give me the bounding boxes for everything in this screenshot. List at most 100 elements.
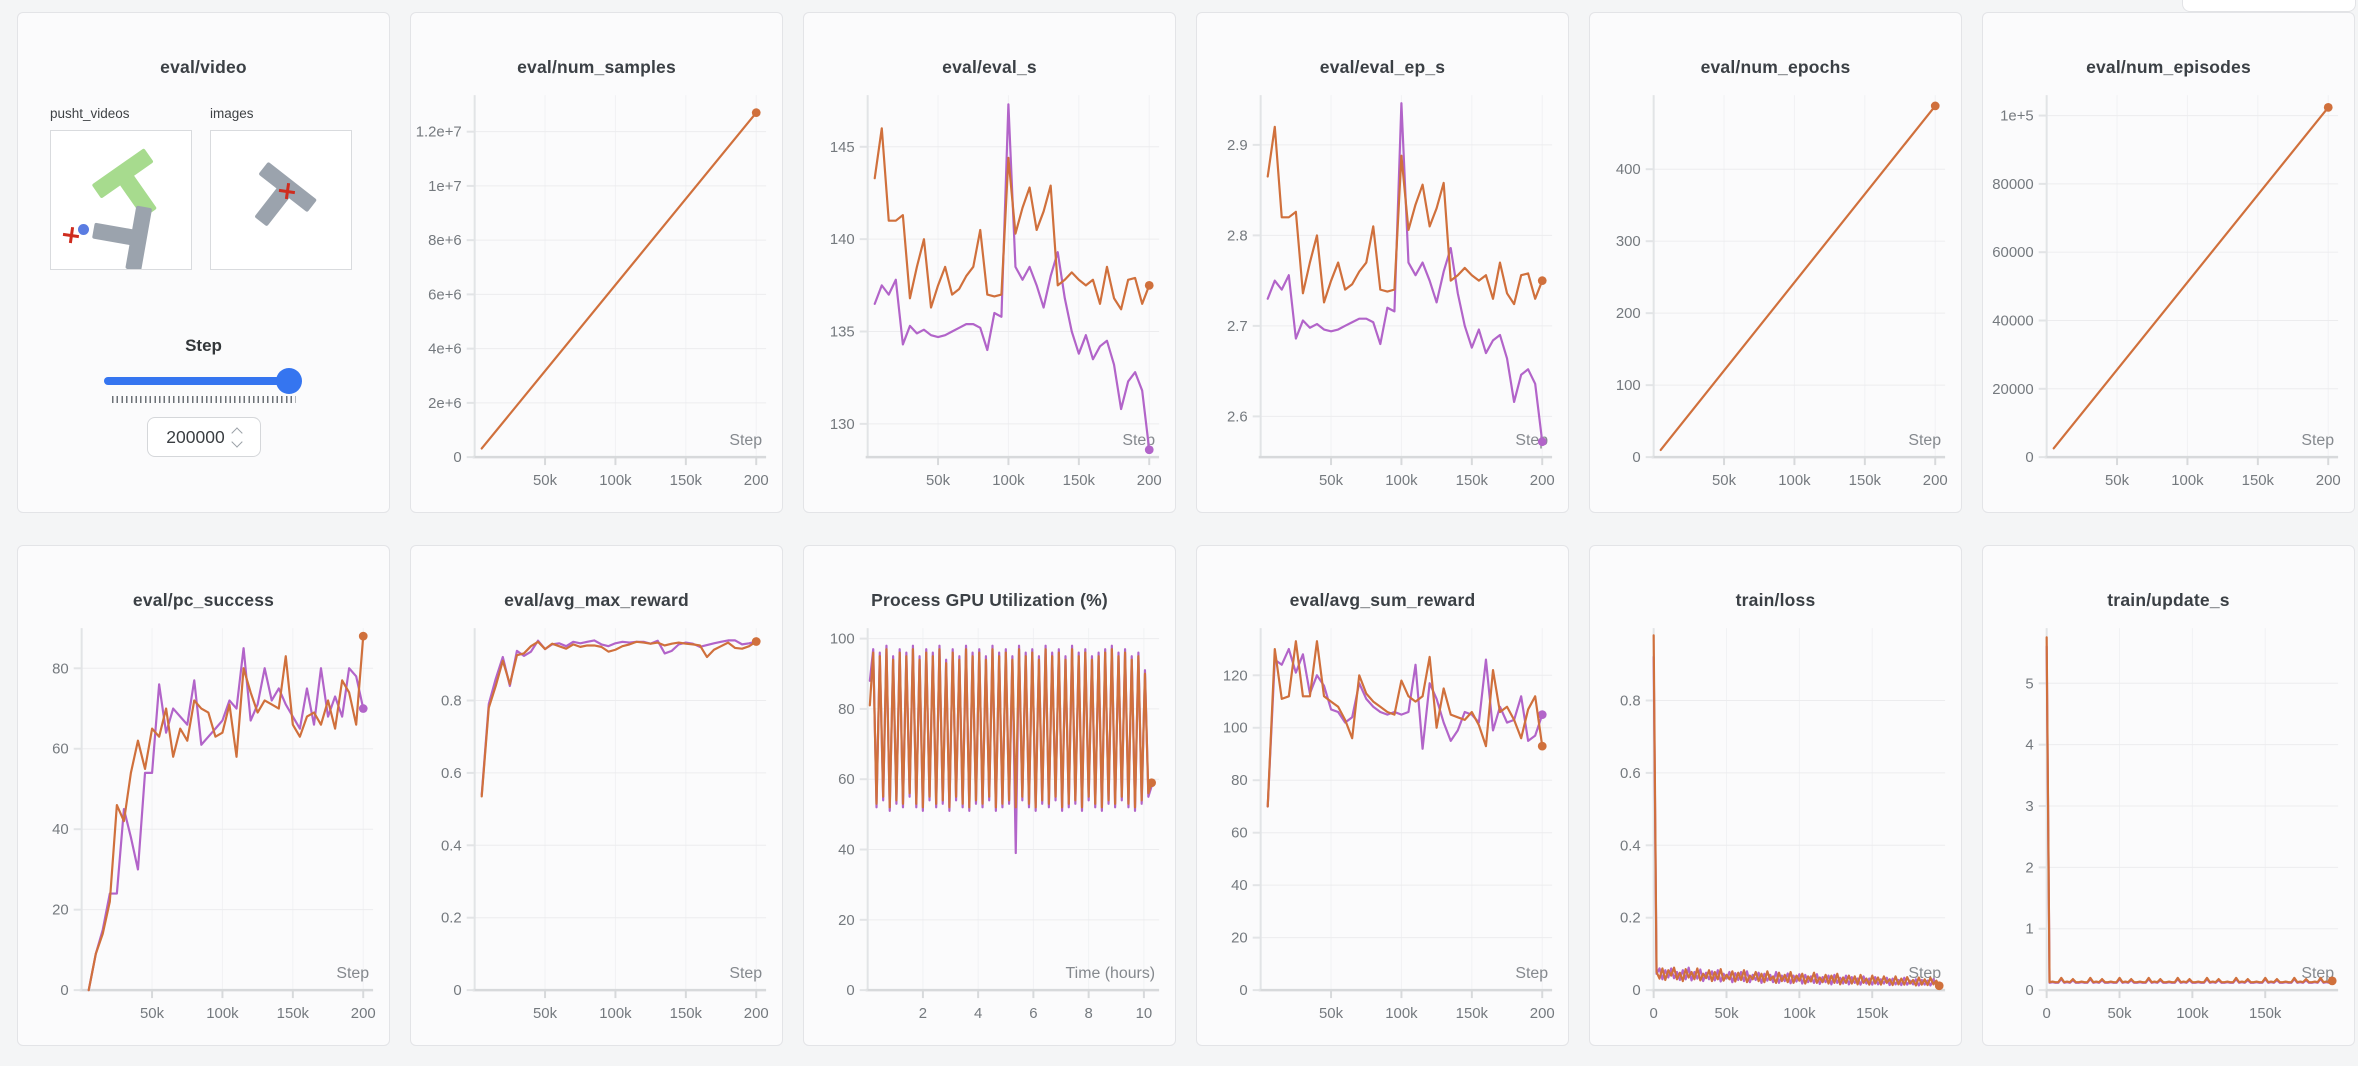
svg-text:200: 200 xyxy=(2316,473,2341,489)
series-line-run-orange xyxy=(480,640,758,798)
number-spinner[interactable] xyxy=(231,426,243,448)
panel-eval-video[interactable]: eval/video pusht_videos xyxy=(17,12,390,513)
svg-text:100k: 100k xyxy=(1778,473,1811,489)
panel-title: train/loss xyxy=(1735,590,1816,610)
panel-train-loss[interactable]: train/loss 0 0.2 0.4 0.6 0.8 0 50k 100k 150k Step xyxy=(1589,545,1962,1046)
svg-text:40: 40 xyxy=(52,822,69,838)
panel-eval-avg-sum-reward[interactable]: eval/avg_sum_reward 0 20 40 60 80 100 120 50k 100… xyxy=(1196,545,1569,1046)
media-item-images: images xyxy=(210,106,352,270)
target-cross-icon xyxy=(278,182,296,200)
series-endpoint-dot-run-orange xyxy=(1934,981,1944,991)
step-number-input[interactable]: 200000 xyxy=(146,417,261,457)
panel-eval-avg-max-reward[interactable]: eval/avg_max_reward 0 0.2 0.4 0.6 0.8 50k 100k 1… xyxy=(410,545,783,1046)
svg-text:100: 100 xyxy=(1223,721,1248,737)
chart-canvas[interactable]: 0 0.2 0.4 0.6 0.8 0 50k 100k 150k Step xyxy=(1590,617,1961,1037)
chart-canvas[interactable]: 0 20 40 60 80 100 120 50k 100k 150k 200 Step xyxy=(1197,617,1568,1037)
panel-eval-pc-success[interactable]: eval/pc_success 0 20 40 60 80 50k 100k 150k 200 St… xyxy=(17,545,390,1046)
chart-canvas[interactable]: 0 0.2 0.4 0.6 0.8 50k 100k 150k 200 Step xyxy=(411,617,782,1037)
panel-train-update-s[interactable]: train/update_s 0 1 2 3 4 5 0 50k 100k 150k Step xyxy=(1982,545,2355,1046)
svg-text:50k: 50k xyxy=(1714,1006,1739,1022)
svg-text:2e+6: 2e+6 xyxy=(428,396,462,412)
media-strip: pusht_videos images xyxy=(18,106,389,270)
svg-text:Step: Step xyxy=(2301,965,2334,982)
svg-text:200: 200 xyxy=(1530,1006,1555,1022)
svg-text:2.8: 2.8 xyxy=(1227,228,1248,244)
svg-text:0: 0 xyxy=(453,983,461,999)
chart-canvas[interactable]: 0 20 40 60 80 50k 100k 150k 200 Step xyxy=(18,617,389,1037)
svg-text:1: 1 xyxy=(2025,922,2033,938)
svg-text:Step: Step xyxy=(1515,965,1548,982)
spinner-down-icon[interactable] xyxy=(231,435,243,448)
panel-title: eval/pc_success xyxy=(132,590,275,610)
svg-text:3: 3 xyxy=(2025,799,2033,815)
svg-text:40: 40 xyxy=(838,842,855,858)
series-line-run-purple xyxy=(480,639,758,796)
svg-text:Step: Step xyxy=(1908,965,1941,982)
slider-track[interactable] xyxy=(103,377,296,385)
series-endpoint-dot-run-orange xyxy=(1144,280,1154,290)
svg-text:4: 4 xyxy=(974,1006,982,1022)
svg-text:50k: 50k xyxy=(2105,473,2130,489)
media-item-pusht-videos: pusht_videos xyxy=(50,106,192,270)
slider-thumb[interactable] xyxy=(275,368,302,394)
svg-text:20000: 20000 xyxy=(1992,382,2033,398)
step-slider[interactable] xyxy=(103,368,304,394)
svg-text:0: 0 xyxy=(60,983,68,999)
panel-eval-eval-s[interactable]: eval/eval_s 130 135 140 145 50k 100k 150k 200 Ste… xyxy=(803,12,1176,513)
series-line-run-orange xyxy=(2045,636,2334,984)
svg-text:4: 4 xyxy=(2025,738,2033,754)
series-line-run-orange xyxy=(1266,125,1544,306)
images-thumbnail[interactable] xyxy=(210,130,352,270)
top-right-popover xyxy=(2182,0,2356,12)
series-endpoint-dot-run-orange xyxy=(2323,103,2333,112)
svg-text:150k: 150k xyxy=(2242,473,2275,489)
svg-text:Step: Step xyxy=(729,432,762,449)
svg-text:150k: 150k xyxy=(670,1006,703,1022)
svg-text:10: 10 xyxy=(1136,1006,1153,1022)
series-line-run-orange xyxy=(87,635,365,992)
svg-text:100k: 100k xyxy=(2176,1006,2209,1022)
svg-text:150k: 150k xyxy=(2249,1006,2282,1022)
svg-text:150k: 150k xyxy=(1856,1006,1889,1022)
series-endpoint-dot-run-orange xyxy=(751,637,761,646)
svg-text:50k: 50k xyxy=(533,1006,558,1022)
chart-canvas[interactable]: 0 20 40 60 80 100 2 4 6 8 10 Time (hours) xyxy=(804,617,1175,1037)
svg-text:0.2: 0.2 xyxy=(1620,911,1641,927)
svg-text:0: 0 xyxy=(453,450,461,466)
panel-eval-eval-ep-s[interactable]: eval/eval_ep_s 2.6 2.7 2.8 2.9 50k 100k 150k 200… xyxy=(1196,12,1569,513)
panel-eval-num-episodes[interactable]: eval/num_episodes 0 20000 40000 60000 80000 1e… xyxy=(1982,12,2355,513)
svg-text:80000: 80000 xyxy=(1992,177,2033,193)
chart-canvas[interactable]: 0 1 2 3 4 5 0 50k 100k 150k Step xyxy=(1983,617,2354,1037)
series-endpoint-dot-run-orange xyxy=(2327,976,2337,986)
svg-text:2: 2 xyxy=(919,1006,927,1022)
chart-canvas[interactable]: 0 100 200 300 400 50k 100k 150k 200 Step xyxy=(1590,84,1961,504)
chart-canvas[interactable]: 0 2e+6 4e+6 6e+6 8e+6 1e+7 1.2e+7 50k 100k 150k 20… xyxy=(411,84,782,504)
svg-text:0: 0 xyxy=(2025,450,2033,466)
series-line-run-orange xyxy=(2052,106,2330,450)
series-endpoint-dot-run-purple xyxy=(1144,445,1154,455)
svg-text:1e+7: 1e+7 xyxy=(428,179,462,195)
agent-dot-icon xyxy=(78,224,89,235)
series-line-run-orange xyxy=(1266,640,1544,808)
chart-canvas[interactable]: 0 20000 40000 60000 80000 1e+5 50k 100k 150k 200 S… xyxy=(1983,84,2354,504)
panel-process-gpu-utilization[interactable]: Process GPU Utilization (%) 0 20 40 60 80 100 2… xyxy=(803,545,1176,1046)
svg-text:1.2e+7: 1.2e+7 xyxy=(416,125,462,141)
panel-eval-num-samples[interactable]: eval/num_samples 0 2e+6 4e+6 6e+6 8e+6 1e+7 1.2… xyxy=(410,12,783,513)
gray-tee-icon xyxy=(86,199,153,269)
svg-text:0.4: 0.4 xyxy=(1620,838,1641,854)
svg-text:100k: 100k xyxy=(992,473,1025,489)
panel-title: eval/num_epochs xyxy=(1700,57,1851,77)
svg-text:Step: Step xyxy=(2301,432,2334,449)
svg-text:50k: 50k xyxy=(2107,1006,2132,1022)
series-line-run-orange xyxy=(1652,634,1941,987)
panel-eval-num-epochs[interactable]: eval/num_epochs 0 100 200 300 400 50k 100k 150k 2… xyxy=(1589,12,1962,513)
svg-text:100k: 100k xyxy=(1385,1006,1418,1022)
pusht-video-thumbnail[interactable] xyxy=(50,130,192,270)
series-line-run-orange xyxy=(480,111,758,450)
svg-text:40000: 40000 xyxy=(1992,313,2033,329)
svg-text:0: 0 xyxy=(1650,1006,1658,1022)
panel-title: eval/num_samples xyxy=(517,57,676,77)
